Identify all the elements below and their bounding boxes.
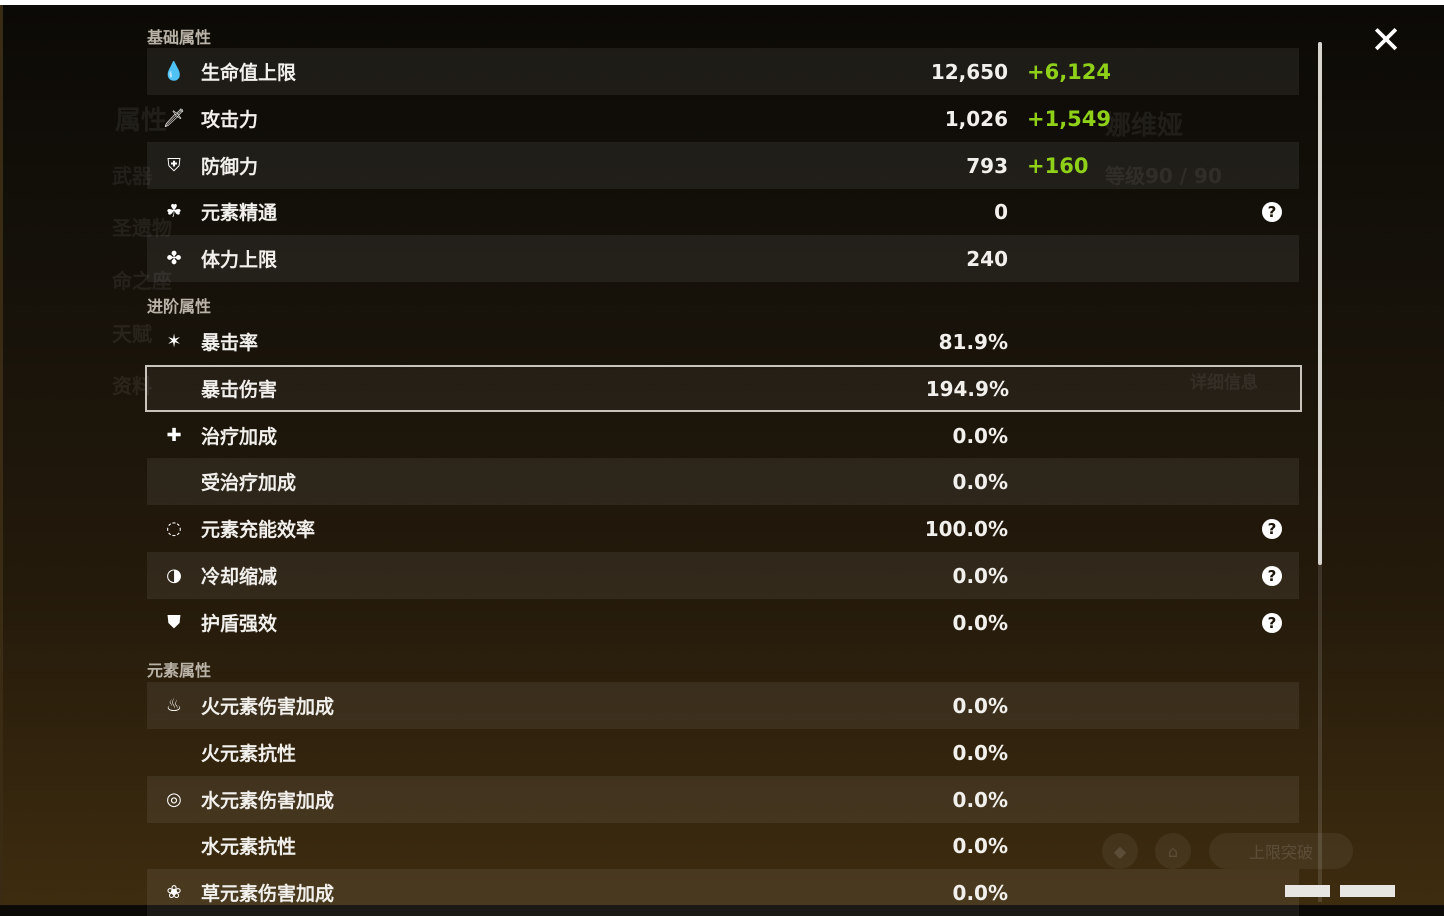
- stat-value: 0.0%: [952, 833, 1008, 858]
- bg-ascend-button: 上限突破: [1209, 833, 1353, 869]
- stat-value: 0.0%: [952, 693, 1008, 718]
- stat-value: 0.0%: [952, 423, 1008, 448]
- stat-row[interactable]: 受治疗加成 0.0%: [147, 458, 1299, 505]
- healing-cross-icon: ✚: [166, 425, 182, 446]
- stat-row[interactable]: ☘ 元素精通 0?: [147, 188, 1299, 235]
- close-icon[interactable]: ✕: [1370, 18, 1402, 62]
- pyro-icon: ♨: [165, 695, 183, 716]
- stat-label: 元素精通: [201, 202, 278, 224]
- stat-value: 240: [966, 246, 1008, 271]
- stat-label: 草元素伤害加成: [201, 883, 335, 905]
- bg-character-name: 娜维娅: [1105, 111, 1184, 141]
- bg-artifact-icon: ◆: [1102, 833, 1138, 869]
- stat-label: 水元素抗性: [201, 836, 297, 858]
- help-icon[interactable]: ?: [1262, 518, 1282, 539]
- stat-label: 护盾强效: [201, 613, 278, 635]
- stat-row[interactable]: 💧 生命值上限 12,650 +6,124: [147, 48, 1299, 95]
- scrollbar-thumb[interactable]: [1318, 42, 1322, 565]
- stat-value: 81.9%: [938, 329, 1008, 354]
- stat-value: 0: [994, 199, 1008, 224]
- shield-icon: ⛨: [167, 155, 181, 176]
- stat-value: 1,026: [944, 106, 1008, 131]
- stat-label: 生命值上限: [201, 62, 297, 84]
- stat-row[interactable]: 水元素抗性 0.0%: [147, 822, 1299, 869]
- energy-recharge-icon: ◌: [166, 518, 182, 539]
- window-top-strip: [0, 0, 1444, 5]
- stat-value: 0.0%: [952, 880, 1008, 905]
- stat-value: 12,650: [930, 59, 1008, 84]
- bg-outfit-icon: ⌂: [1155, 833, 1191, 869]
- section-title-elemental: 元素属性: [147, 661, 212, 680]
- stat-bonus: +6,124: [1027, 59, 1112, 84]
- stat-label: 水元素伤害加成: [201, 790, 335, 812]
- stat-row[interactable]: ⛊ 护盾强效 0.0%?: [147, 599, 1299, 646]
- stat-label: 治疗加成: [201, 426, 278, 448]
- stat-row[interactable]: 暴击伤害 194.9%: [145, 365, 1302, 412]
- help-icon[interactable]: ?: [1262, 565, 1282, 586]
- bg-details-button: 详细信息: [1190, 373, 1258, 393]
- stat-value: 0.0%: [952, 787, 1008, 812]
- stat-row[interactable]: 火元素抗性 0.0%: [147, 729, 1299, 776]
- stat-row[interactable]: ◌ 元素充能效率 100.0%?: [147, 505, 1299, 552]
- bg-level: 等级90 / 90: [1105, 164, 1222, 188]
- stat-bonus: +160: [1027, 153, 1089, 178]
- elemental-mastery-icon: ☘: [165, 201, 183, 222]
- stat-label: 冷却缩减: [201, 566, 278, 588]
- watermark-block: [1285, 885, 1330, 897]
- stat-label: 暴击伤害: [201, 379, 278, 401]
- stat-row[interactable]: ♨ 火元素伤害加成 0.0%: [147, 682, 1299, 729]
- stamina-icon: ✤: [166, 248, 182, 269]
- bg-tab-constellation: 命之座: [112, 269, 172, 293]
- stat-bonus: +1,549: [1027, 106, 1112, 131]
- window-left-edge: [0, 5, 3, 905]
- bg-tab-attributes: 属性: [115, 106, 168, 136]
- watermark-block: [1340, 885, 1395, 897]
- stat-row[interactable]: ❀ 草元素伤害加成 0.0%: [147, 869, 1299, 916]
- stat-value: 0.0%: [952, 740, 1008, 765]
- stat-value: 0.0%: [952, 469, 1008, 494]
- stat-row[interactable]: ✚ 治疗加成 0.0%: [147, 412, 1299, 459]
- stat-value: 0.0%: [952, 563, 1008, 588]
- stat-row[interactable]: ✤ 体力上限 240: [147, 235, 1299, 282]
- stat-row[interactable]: ✶ 暴击率 81.9%: [147, 318, 1299, 365]
- dendro-icon: ❀: [166, 882, 182, 903]
- stat-value: 793: [966, 153, 1008, 178]
- hp-drop-icon: 💧: [162, 61, 186, 82]
- bg-tab-weapon: 武器: [112, 164, 152, 188]
- stat-label: 受治疗加成: [201, 472, 297, 494]
- stat-label: 体力上限: [201, 249, 278, 271]
- section-title-basic: 基础属性: [147, 28, 212, 47]
- bg-tab-artifacts: 圣遗物: [112, 216, 172, 240]
- cooldown-icon: ◑: [166, 565, 182, 586]
- crit-rate-icon: ✶: [166, 331, 182, 352]
- sword-icon: 🗡: [162, 108, 186, 129]
- shield-strength-icon: ⛊: [167, 612, 181, 633]
- stat-label: 火元素伤害加成: [201, 696, 335, 718]
- stat-value: 0.0%: [952, 610, 1008, 635]
- stat-label: 防御力: [201, 156, 259, 178]
- stat-row[interactable]: ◎ 水元素伤害加成 0.0%: [147, 776, 1299, 823]
- stat-row[interactable]: 🗡 攻击力 1,026 +1,549: [147, 95, 1299, 142]
- stat-label: 攻击力: [201, 109, 259, 131]
- stat-label: 火元素抗性: [201, 743, 297, 765]
- help-icon[interactable]: ?: [1262, 201, 1282, 222]
- stat-row[interactable]: ◑ 冷却缩减 0.0%?: [147, 552, 1299, 599]
- hydro-icon: ◎: [166, 789, 182, 810]
- stat-label: 暴击率: [201, 332, 259, 354]
- stat-value: 100.0%: [924, 516, 1008, 541]
- stat-row[interactable]: ⛨ 防御力 793 +160: [147, 142, 1299, 189]
- bg-tab-talents: 天赋: [112, 322, 152, 346]
- stat-value: 194.9%: [925, 376, 1009, 401]
- section-title-advanced: 进阶属性: [147, 297, 212, 316]
- stat-label: 元素充能效率: [201, 519, 316, 541]
- help-icon[interactable]: ?: [1262, 612, 1282, 633]
